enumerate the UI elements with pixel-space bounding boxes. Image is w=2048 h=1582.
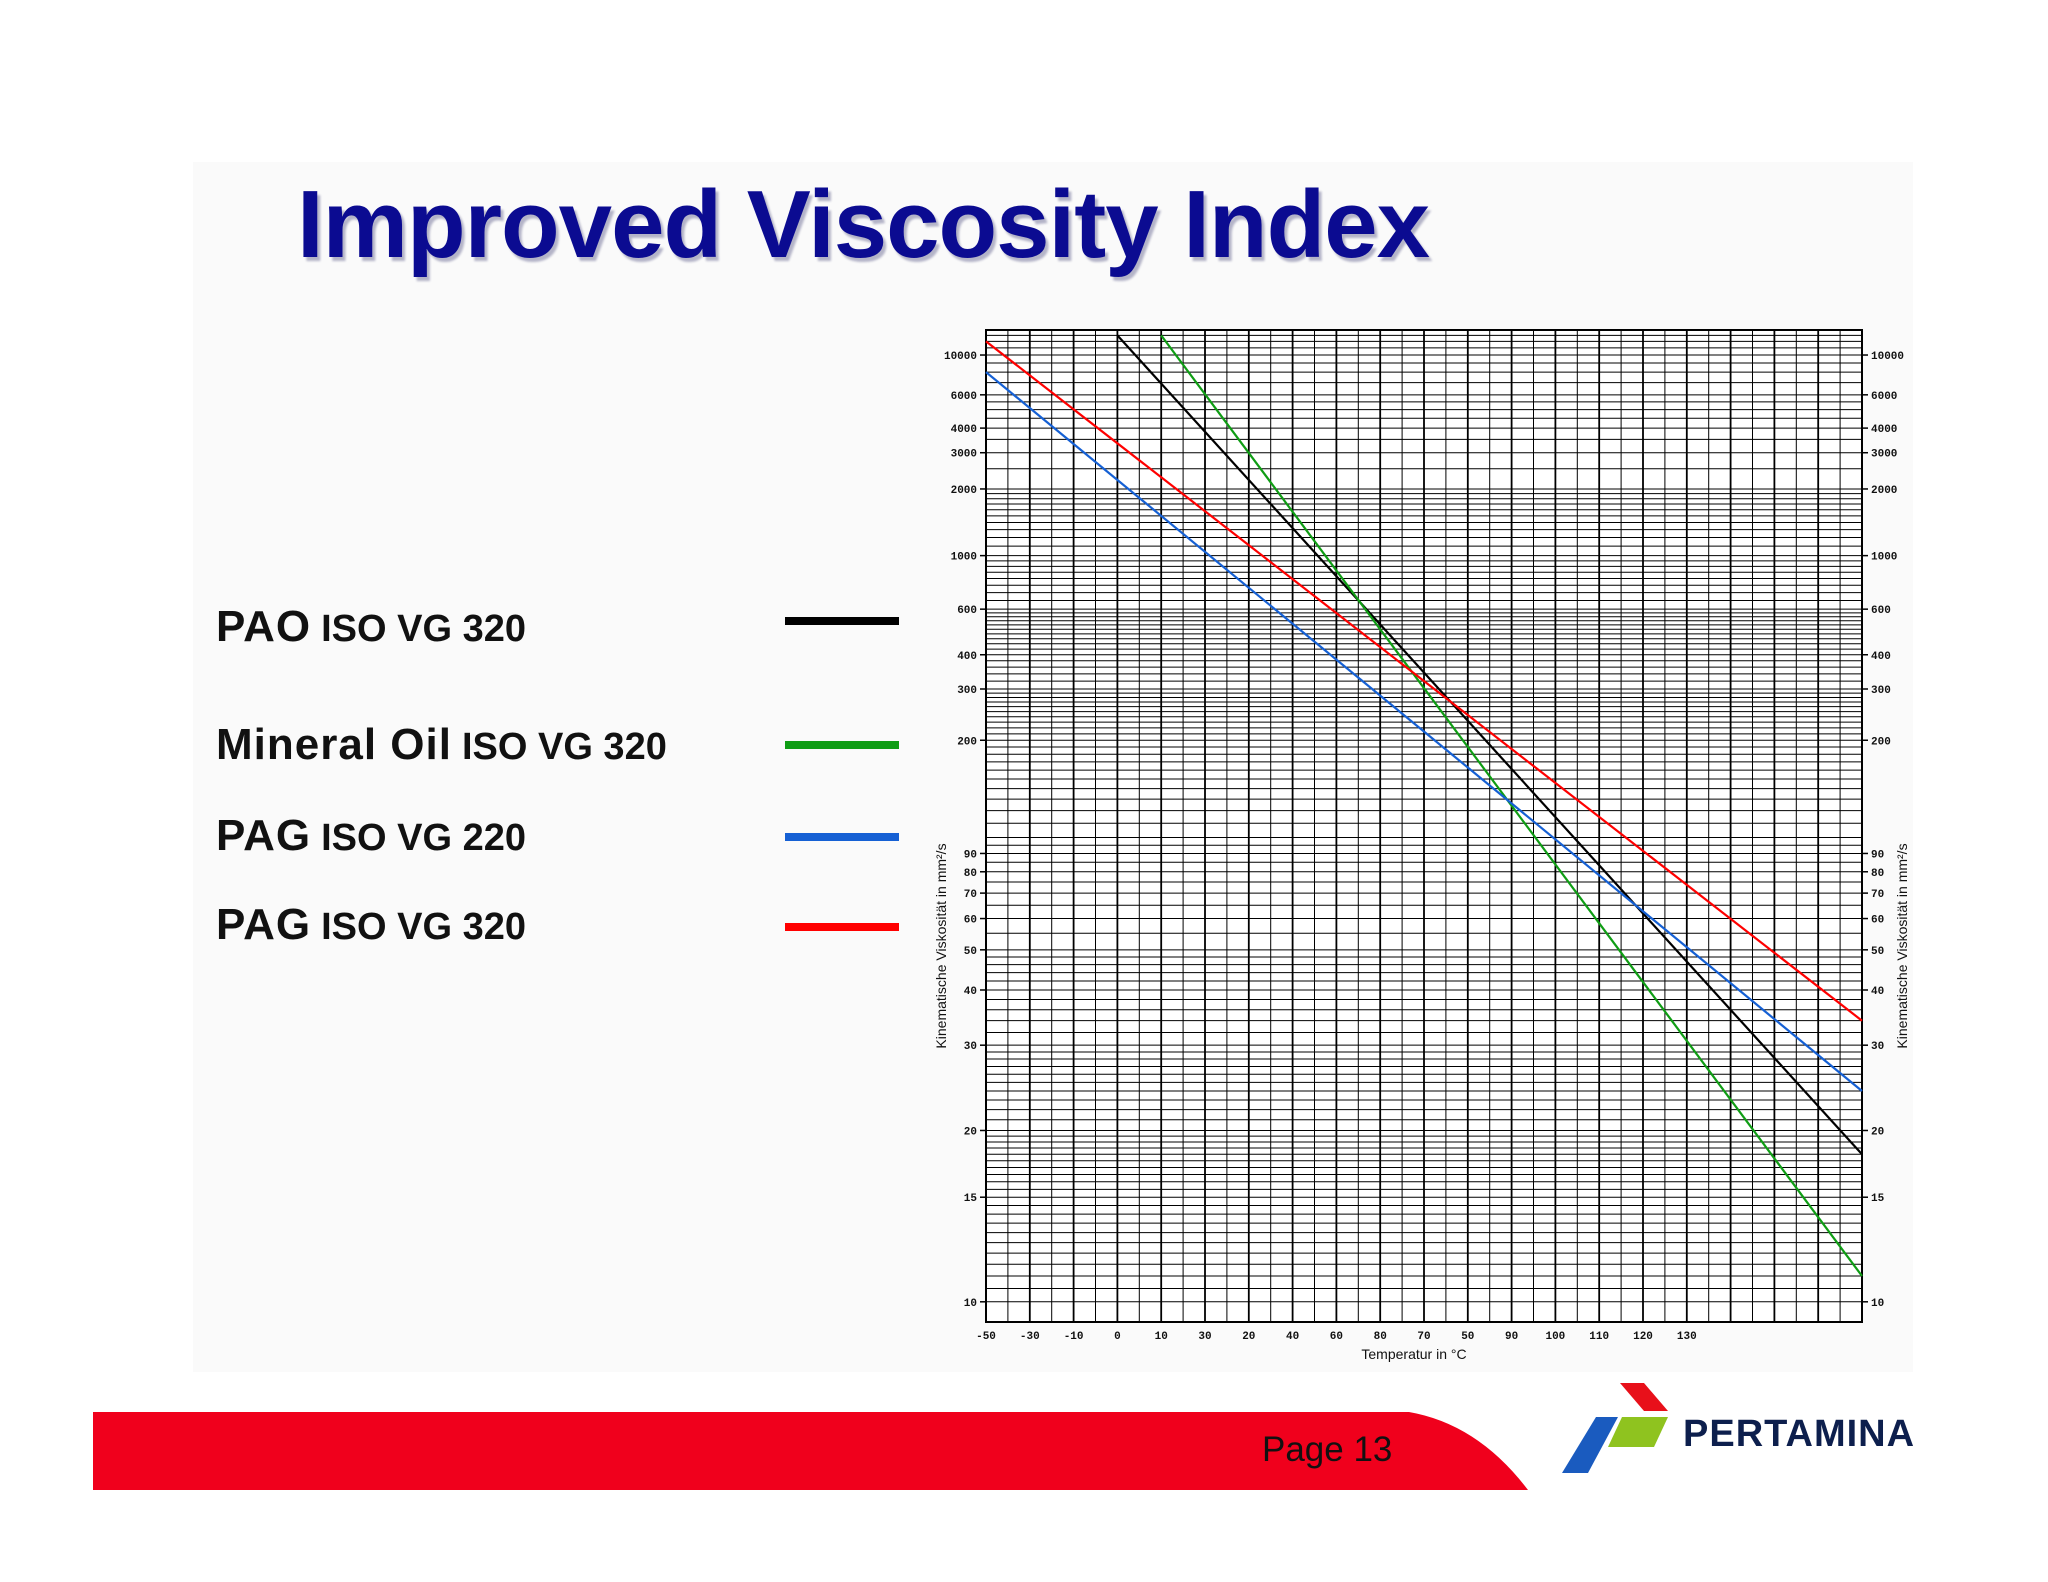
- legend-label-main: Mineral Oil: [216, 720, 452, 769]
- y-tick-label-left: 20: [964, 1126, 977, 1138]
- y-tick-label-left: 80: [964, 868, 977, 880]
- page-number: Page 13: [1262, 1430, 1393, 1469]
- x-tick-label: 130: [1677, 1331, 1697, 1343]
- x-tick-label: 40: [1286, 1331, 1299, 1343]
- y-tick-label-right: 90: [1871, 849, 1884, 861]
- chart-series: [985, 334, 1863, 1277]
- legend-label-sub: ISO VG 320: [461, 726, 667, 768]
- y-tick-label-left: 3000: [951, 449, 977, 461]
- series-line: [1116, 334, 1863, 1156]
- logo-blue-shape: [1562, 1417, 1618, 1473]
- x-tick-label: 60: [1330, 1331, 1343, 1343]
- y-tick-label-left: 40: [964, 986, 977, 998]
- y-tick-label-left: 2000: [951, 485, 977, 497]
- x-tick-label: -10: [1064, 1331, 1084, 1343]
- y-tick-label-left: 30: [964, 1041, 977, 1053]
- logo-red-shape: [1620, 1383, 1668, 1411]
- y-tick-label-right: 300: [1871, 685, 1891, 697]
- y-tick-label-left: 4000: [951, 424, 977, 436]
- x-tick-label: 110: [1589, 1331, 1609, 1343]
- y-tick-label-right: 70: [1871, 889, 1884, 901]
- legend-label-main: PAG: [216, 811, 312, 860]
- x-tick-label: 90: [1505, 1331, 1518, 1343]
- y-tick-label-right: 60: [1871, 915, 1884, 927]
- footer-bar-shape: [93, 1412, 1528, 1490]
- legend-swatch-pag-220: [785, 833, 899, 841]
- legend-label-sub: ISO VG 220: [321, 817, 526, 859]
- legend-label-main: PAO: [216, 602, 312, 651]
- legend-item-mineral-oil: Mineral Oil ISO VG 320: [216, 716, 916, 780]
- x-tick-label: 50: [1461, 1331, 1474, 1343]
- y-tick-label-left: 1000: [951, 552, 977, 564]
- x-tick-label: 100: [1545, 1331, 1565, 1343]
- pertamina-logo-icon: [1562, 1383, 1668, 1473]
- x-tick-label: 120: [1633, 1331, 1653, 1343]
- x-tick-label: -30: [1020, 1331, 1040, 1343]
- y-tick-label-right: 2000: [1871, 485, 1897, 497]
- y-axis-label-left: Kinematische Viskosität in mm²/s: [933, 843, 949, 1048]
- y-tick-label-right: 6000: [1871, 391, 1897, 403]
- legend-label-sub: ISO VG 320: [321, 906, 526, 948]
- y-tick-label-right: 20: [1871, 1126, 1884, 1138]
- y-tick-label-right: 1000: [1871, 552, 1897, 564]
- legend-swatch-mineral-oil: [785, 741, 899, 749]
- legend-label: PAG ISO VG 220: [216, 811, 526, 861]
- y-tick-label-right: 80: [1871, 868, 1884, 880]
- y-tick-label-right: 4000: [1871, 424, 1897, 436]
- legend-label: PAO ISO VG 320: [216, 602, 526, 652]
- y-tick-label-left: 200: [957, 736, 977, 748]
- y-tick-label-left: 70: [964, 889, 977, 901]
- y-tick-label-left: 600: [957, 605, 977, 617]
- y-tick-label-right: 600: [1871, 605, 1891, 617]
- legend-item-pag-220: PAG ISO VG 220: [216, 807, 916, 871]
- legend-item-pag-320: PAG ISO VG 320: [216, 896, 916, 960]
- footer-bar: [93, 1412, 1528, 1490]
- series-line: [1160, 334, 1863, 1277]
- y-tick-label-right: 200: [1871, 736, 1891, 748]
- y-tick-label-left: 10000: [944, 351, 977, 363]
- y-tick-label-left: 6000: [951, 391, 977, 403]
- x-tick-label: 20: [1242, 1331, 1255, 1343]
- series-line: [985, 340, 1863, 1022]
- y-tick-label-left: 300: [957, 685, 977, 697]
- legend-swatch-pag-320: [785, 923, 899, 931]
- series-line: [985, 371, 1863, 1092]
- y-tick-label-left: 50: [964, 946, 977, 958]
- legend-item-pao: PAO ISO VG 320: [216, 598, 916, 662]
- y-tick-label-right: 40: [1871, 986, 1884, 998]
- y-tick-label-left: 400: [957, 651, 977, 663]
- y-tick-label-right: 10: [1871, 1298, 1884, 1310]
- x-tick-label: -50: [976, 1331, 996, 1343]
- legend-label-main: PAG: [216, 900, 312, 949]
- y-tick-label-left: 60: [964, 915, 977, 927]
- legend-swatch-pao: [785, 617, 899, 625]
- y-tick-label-right: 50: [1871, 946, 1884, 958]
- x-tick-label: 30: [1198, 1331, 1211, 1343]
- y-tick-label-right: 400: [1871, 651, 1891, 663]
- y-axis-label-right: Kinematische Viskosität in mm²/s: [1894, 843, 1910, 1048]
- y-tick-label-left: 10: [964, 1298, 977, 1310]
- y-tick-label-right: 15: [1871, 1193, 1885, 1205]
- slide-title: Improved Viscosity Index: [297, 171, 1430, 278]
- legend-label-sub: ISO VG 320: [321, 608, 526, 650]
- chart-grid: [985, 329, 1863, 1323]
- x-tick-label: 70: [1417, 1331, 1430, 1343]
- brand-name: PERTAMINA: [1683, 1413, 1916, 1455]
- x-tick-label: 0: [1114, 1331, 1121, 1343]
- x-tick-label: 10: [1155, 1331, 1168, 1343]
- y-tick-label-left: 90: [964, 849, 977, 861]
- logo-green-shape: [1608, 1417, 1668, 1447]
- y-tick-label-right: 10000: [1871, 351, 1904, 363]
- legend-label: Mineral Oil ISO VG 320: [216, 720, 667, 770]
- y-tick-label-right: 30: [1871, 1041, 1884, 1053]
- x-axis-label: Temperatur in °C: [1361, 1346, 1466, 1362]
- x-tick-label: 80: [1374, 1331, 1387, 1343]
- y-tick-label-right: 3000: [1871, 449, 1897, 461]
- legend-label: PAG ISO VG 320: [216, 900, 526, 950]
- y-tick-label-left: 15: [964, 1193, 978, 1205]
